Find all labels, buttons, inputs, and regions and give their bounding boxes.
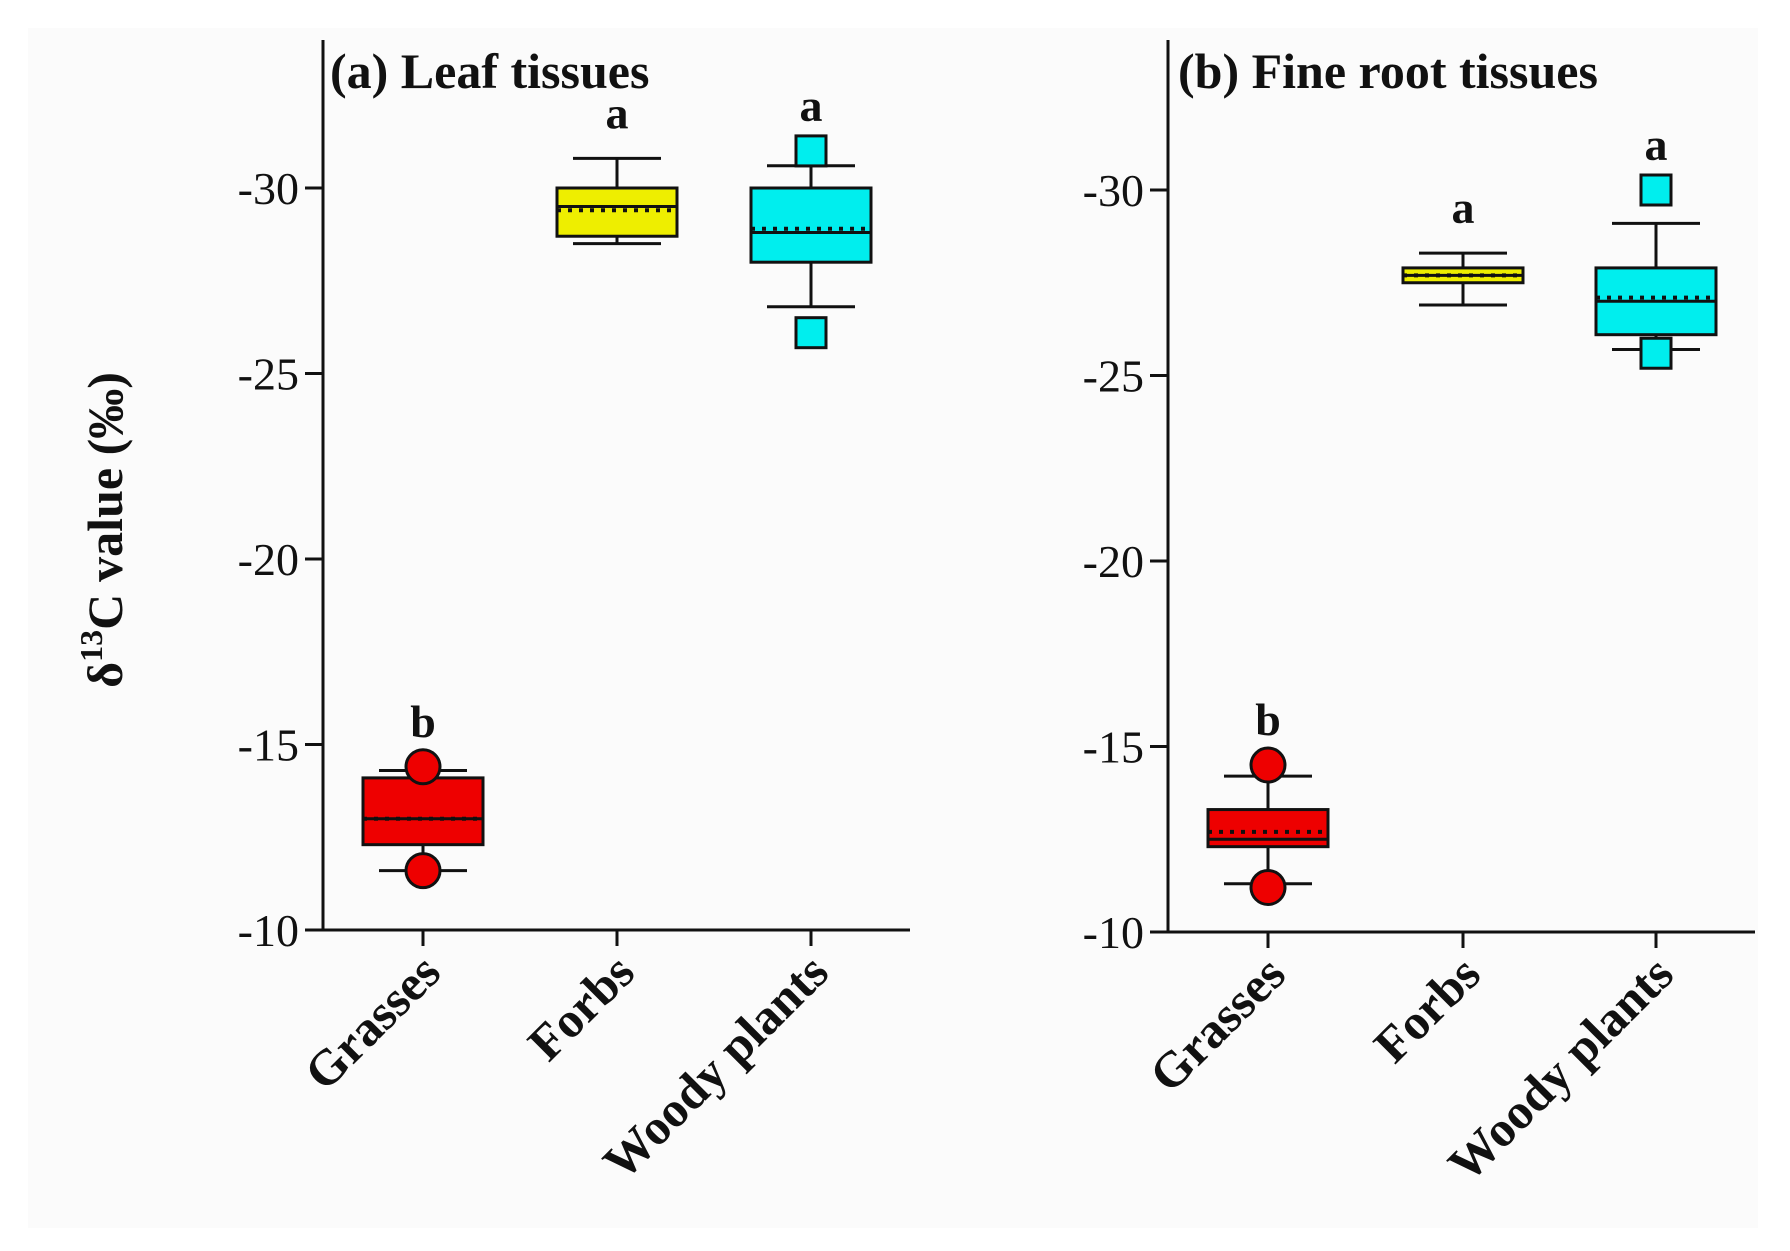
- y-label-text: value (‰): [77, 372, 133, 582]
- outlier-point: [404, 852, 442, 890]
- outlier-point: [794, 134, 828, 168]
- significance-letter: a: [1452, 182, 1475, 233]
- panel-a-title: (a) Leaf tissues: [330, 43, 649, 99]
- y-tick-label: -15: [1083, 722, 1144, 773]
- outlier-point: [1249, 868, 1287, 906]
- box-woody-plants: a: [1594, 119, 1718, 370]
- y-label-superscript: 13: [73, 630, 109, 662]
- significance-letter: a: [800, 80, 823, 131]
- outlier-point: [1639, 336, 1673, 370]
- panel-a-boxes: b a a: [361, 80, 873, 890]
- significance-letter: a: [1645, 119, 1668, 170]
- box-iqr: [1206, 808, 1330, 849]
- y-tick-label: -20: [1083, 536, 1144, 587]
- box-iqr: [361, 776, 485, 847]
- panel-b-boxes: b a a: [1206, 119, 1718, 906]
- y-axis-label: δ13Cvalue (‰): [73, 372, 133, 688]
- box-grasses: b: [361, 696, 485, 890]
- y-tick-label: -30: [238, 163, 299, 214]
- box-forbs: a: [555, 87, 679, 246]
- y-tick-label: -30: [1083, 165, 1144, 216]
- y-tick-label: -25: [1083, 351, 1144, 402]
- panel-a-y-ticks: -10 -15 -20 -25 -30: [238, 163, 323, 956]
- y-tick-label: -10: [238, 905, 299, 956]
- panel-b-y-ticks: -10 -15 -20 -25 -30: [1083, 165, 1168, 958]
- box-woody-plants: a: [749, 80, 873, 350]
- y-tick-label: -15: [238, 720, 299, 771]
- panel-b-title: (b) Fine root tissues: [1178, 43, 1598, 99]
- box-grasses: b: [1206, 694, 1330, 906]
- outlier-point: [404, 748, 442, 786]
- outlier-point: [794, 316, 828, 350]
- y-label-delta: δ: [77, 662, 133, 688]
- outlier-point: [1639, 173, 1673, 207]
- y-tick-label: -10: [1083, 907, 1144, 958]
- significance-letter: a: [606, 87, 629, 138]
- box-iqr: [749, 186, 873, 264]
- y-label-element: C: [77, 594, 133, 630]
- outlier-point: [1249, 746, 1287, 784]
- significance-letter: b: [1255, 694, 1281, 745]
- y-tick-label: -20: [238, 534, 299, 585]
- significance-letter: b: [410, 696, 436, 747]
- box-forbs: a: [1401, 182, 1525, 307]
- y-tick-label: -25: [238, 349, 299, 400]
